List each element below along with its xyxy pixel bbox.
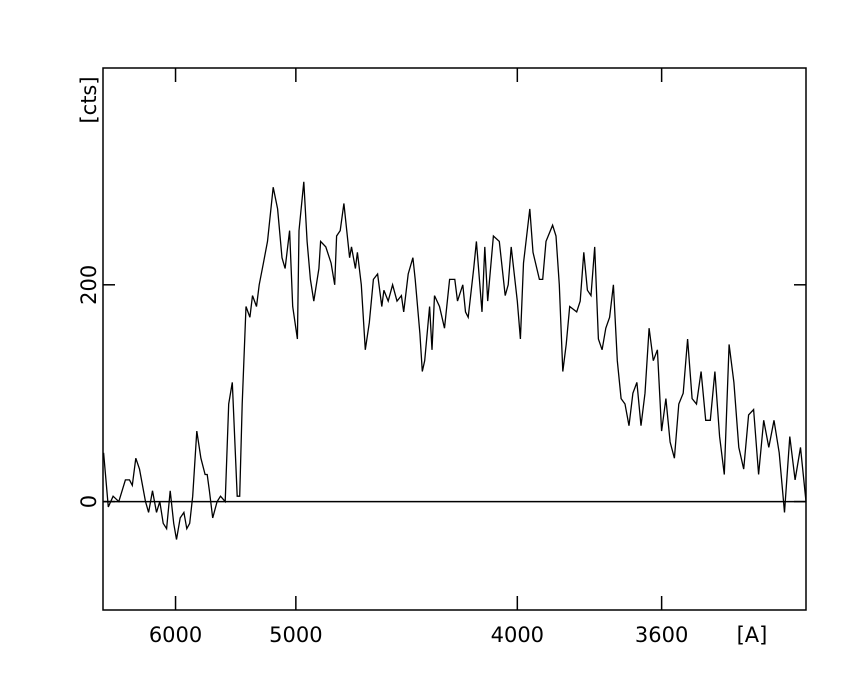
- x-axis-label: [A]: [737, 623, 768, 647]
- x-tick-label: 6000: [149, 623, 202, 647]
- y-tick-label: 0: [77, 495, 101, 508]
- y-axis-label: [cts]: [77, 76, 101, 123]
- plot-frame: [102, 67, 807, 611]
- x-tick-label: 4000: [491, 623, 544, 647]
- x-tick-label: 5000: [269, 623, 322, 647]
- y-tick-label: 200: [77, 265, 101, 305]
- spectrum-line: [102, 181, 807, 540]
- x-tick-label: 3600: [635, 623, 688, 647]
